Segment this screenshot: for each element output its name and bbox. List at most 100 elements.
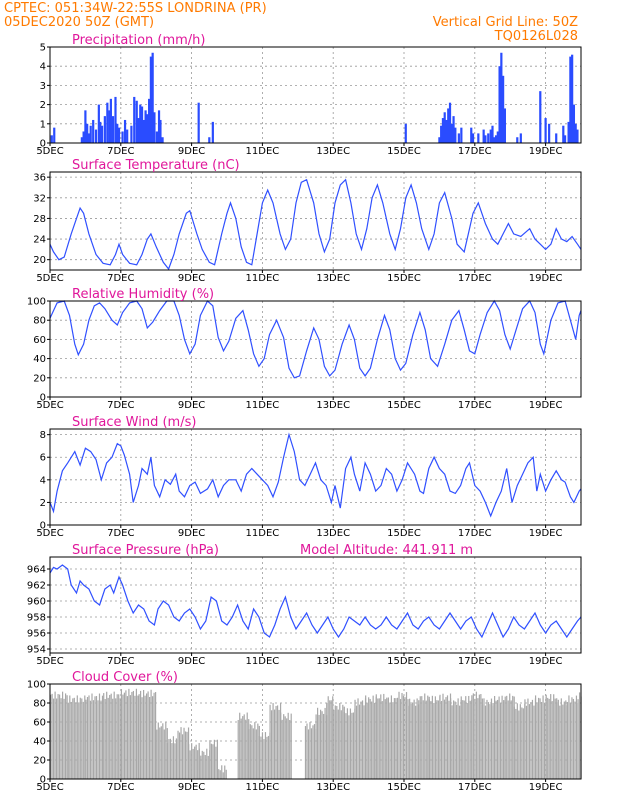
precip-bar [470,127,473,143]
cloud-bar [381,701,383,779]
y-tick-label: 80 [33,699,46,710]
precip-bar [438,137,441,143]
cloud-bar [368,697,370,779]
cloud-bar [180,727,182,779]
cloud-bar [81,698,83,779]
cloud-bar [146,693,148,779]
cloud-bar [395,698,397,779]
cloud-bar [450,698,452,779]
cloud-bar [346,708,349,779]
precip-bar [496,131,499,143]
x-tick-label: 5DEC [36,146,63,157]
cloud-bar [60,698,62,779]
x-tick-label: 19DEC [529,528,563,539]
precip-bar [211,121,214,143]
cloud-bar [498,696,500,779]
cloud-bar [110,693,112,779]
precip-bar [447,108,450,143]
cloud-bar [469,700,471,779]
precip-bar [574,123,577,143]
cloud-bar [101,695,104,779]
cloud-bar [553,694,555,779]
cloud-bar [175,738,178,779]
precip-bar [130,125,133,143]
cloud-bar [203,751,205,779]
cloud-bar [95,696,98,779]
cloud-bar [245,719,247,779]
cloud-bar [195,744,197,779]
cloud-bar [225,769,227,779]
cloud-bar [188,744,190,779]
precip-bar [151,52,154,144]
cloud-bar [430,701,432,779]
cloud-bar [507,700,509,779]
y-tick-label: 100 [27,680,46,691]
cloud-bar [137,695,139,779]
panel-frame [49,428,582,526]
cloud-bar [150,689,152,779]
cloud-bar [263,739,265,779]
x-tick-label: 7DEC [107,273,134,284]
cloud-bar [369,698,371,779]
x-tick-label: 9DEC [178,656,205,667]
cloud-bar [54,691,56,779]
cloud-bar [522,708,524,779]
cloud-bar [56,698,58,779]
precip-bar [144,110,147,143]
cloud-bar [433,702,435,779]
series-line [49,299,582,379]
cloud-bar [129,695,131,779]
cloud-bar [109,694,111,779]
x-tick-label: 7DEC [107,400,134,411]
panels: 0 1 2 3 4 5 5DEC 7DEC 9DEC 11DEC 13DEC 15DEC 17DEC 19… [27,33,582,793]
precip-bar [121,131,124,143]
cloud-bar [510,700,512,779]
cloud-bar [434,696,436,779]
precip-bar [208,137,211,143]
precip-bar [443,112,446,143]
panel-4: 954 956 958 960 962 964 5DEC 7DEC 9DEC 11DEC 13DEC… [27,543,582,667]
precip-bar [103,116,106,143]
cloud-bar [329,700,331,779]
x-tick-label: 15DEC [387,400,421,411]
cloud-bar [545,694,547,779]
cloud-bar [50,694,52,779]
y-tick-label: 0 [40,775,46,786]
cloud-bar [266,736,268,779]
cloud-bar [307,729,310,779]
precip-bar [135,100,138,143]
x-tick-label: 15DEC [387,528,421,539]
precip-bar [109,98,112,143]
cloud-bar [557,699,559,779]
cloud-bar [59,694,61,779]
x-tick-label: 7DEC [107,146,134,157]
cloud-bar [62,691,64,779]
precip-bar [53,127,56,143]
x-tick-label: 7DEC [107,656,134,667]
cloud-bar [377,698,379,779]
panel-title: Surface Temperature (nC) [72,158,240,173]
precip-bar [111,116,115,143]
cloud-bar [521,707,523,779]
cloud-bar [456,704,458,779]
cloud-bar [566,702,569,779]
precip-bar [489,129,492,143]
cloud-bar [483,698,485,779]
precip-bar [493,137,496,143]
cloud-bar [264,732,267,779]
cloud-bar [360,701,362,779]
cloud-bar [475,691,477,779]
y-tick-label: 6 [40,453,46,464]
y-tick-label: 4 [40,62,46,73]
cloud-bar [416,698,418,779]
y-tick-label: 0 [40,139,46,150]
cloud-bar [140,690,142,779]
cloud-bar [372,695,374,779]
cloud-bar [393,698,395,779]
cloud-bar [51,693,53,779]
cloud-bar [533,705,535,779]
precip-bar [482,129,485,143]
cloud-bar [404,697,406,779]
cloud-bar [85,699,87,779]
